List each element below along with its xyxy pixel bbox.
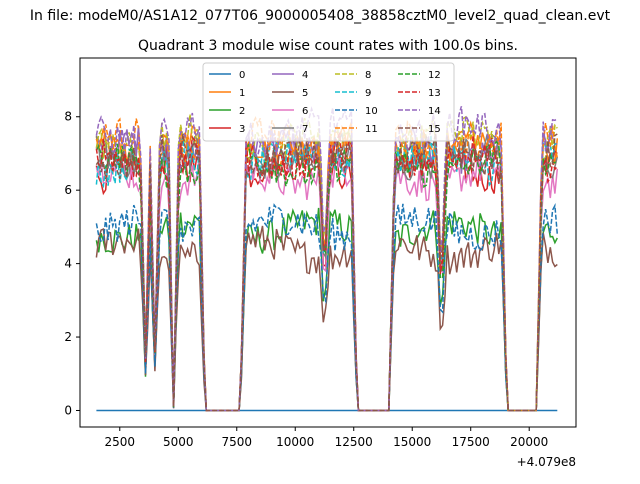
y-tick-label: 2 xyxy=(64,330,72,344)
legend-label-15: 15 xyxy=(428,124,441,135)
legend-label-12: 12 xyxy=(428,70,441,81)
y-axis: 0 2 4 6 8 xyxy=(64,110,80,417)
legend-label-0: 0 xyxy=(239,70,245,81)
y-tick-label: 4 xyxy=(64,257,72,271)
y-tick-label: 0 xyxy=(64,403,72,417)
legend-box xyxy=(202,62,455,142)
x-offset-label: +4.079e8 xyxy=(517,455,576,469)
y-tick-label: 8 xyxy=(64,110,72,124)
series-layer xyxy=(95,106,559,412)
x-tick-label: 15000 xyxy=(393,435,431,449)
legend-label-5: 5 xyxy=(302,88,308,99)
legend-label-4: 4 xyxy=(302,70,308,81)
legend-label-14: 14 xyxy=(428,106,441,117)
series-line-15 xyxy=(95,132,558,412)
legend-label-11: 11 xyxy=(365,124,378,135)
legend-label-1: 1 xyxy=(239,88,245,99)
legend-label-13: 13 xyxy=(428,88,441,99)
legend-label-7: 7 xyxy=(302,124,308,135)
legend-label-2: 2 xyxy=(239,106,245,117)
chart-title: Quadrant 3 module wise count rates with … xyxy=(138,38,518,54)
plot-area xyxy=(79,57,577,428)
legend-label-3: 3 xyxy=(239,124,245,135)
legend-label-8: 8 xyxy=(365,70,371,81)
x-axis: 2500 5000 7500 10000 12500 15000 17500 20000 xyxy=(105,427,548,449)
x-tick-label: 5000 xyxy=(163,435,194,449)
legend-label-10: 10 xyxy=(365,106,378,117)
x-tick-label: 12500 xyxy=(335,435,373,449)
legend-label-6: 6 xyxy=(302,106,308,117)
x-tick-label: 17500 xyxy=(452,435,490,449)
legend-label-9: 9 xyxy=(365,88,371,99)
x-tick-label: 7500 xyxy=(221,435,252,449)
figure-suptitle: In file: modeM0/AS1A12_077T06_9000005408… xyxy=(30,8,611,24)
y-tick-label: 6 xyxy=(64,183,72,197)
x-tick-label: 10000 xyxy=(276,435,314,449)
axes-frame xyxy=(79,57,577,428)
x-tick-label: 2500 xyxy=(105,435,136,449)
x-tick-label: 20000 xyxy=(510,435,548,449)
